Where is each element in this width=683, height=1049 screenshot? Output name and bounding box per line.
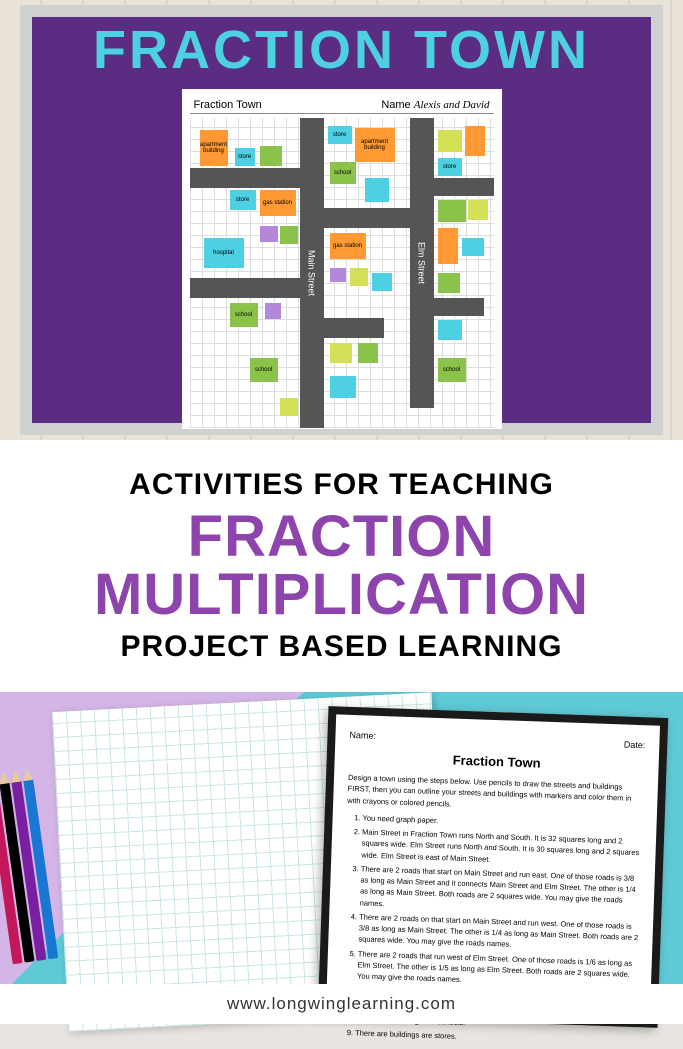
bldg-apt-3 <box>438 228 458 264</box>
worksheet-name: Name Alexis and David <box>381 99 489 111</box>
road-connector <box>324 208 410 228</box>
headline-line3: PROJECT BASED LEARNING <box>20 630 663 664</box>
bldg-house-1 <box>330 268 346 282</box>
worksheet-preview: Fraction Town Name Alexis and David Main… <box>182 89 502 429</box>
bldg-store-4: store <box>438 158 462 176</box>
bldg-3 <box>465 126 485 156</box>
bldg-6 <box>468 200 488 220</box>
footer-url: www.longwinglearning.com <box>227 994 456 1013</box>
elm-street: Elm Street <box>410 118 434 408</box>
bldg-1 <box>260 146 282 166</box>
instruction-sheet: Name: Date: Fraction Town Design a town … <box>318 706 669 1028</box>
bottom-photo-section: Name: Date: Fraction Town Design a town … <box>0 692 683 1022</box>
step-4: There are 2 roads on that start on Main … <box>358 911 639 955</box>
bldg-5 <box>438 200 466 222</box>
instruction-intro: Design a town using the steps below. Use… <box>347 772 644 816</box>
headline-line1: ACTIVITIES FOR TEACHING <box>20 468 663 502</box>
board-title: FRACTION TOWN <box>32 19 651 81</box>
worksheet-header: Fraction Town Name Alexis and David <box>190 97 494 114</box>
road-west-2 <box>190 278 300 298</box>
bldg-13 <box>265 303 281 319</box>
bldg-15 <box>358 343 378 363</box>
headline-section: ACTIVITIES FOR TEACHING FRACTION MULTIPL… <box>0 440 683 692</box>
bldg-18 <box>280 398 298 416</box>
bldg-14 <box>330 343 352 363</box>
bldg-school-2: school <box>230 303 258 327</box>
bldg-store-3: store <box>230 190 256 210</box>
bldg-17 <box>330 376 356 398</box>
step-2: Main Street in Fraction Town runs North … <box>361 826 642 870</box>
step-3: There are 2 roads that start on Main Str… <box>359 863 640 918</box>
road-elm-1 <box>434 178 494 196</box>
bldg-16 <box>438 320 462 340</box>
bulletin-board: FRACTION TOWN Fraction Town Name Alexis … <box>20 5 663 435</box>
footer: www.longwinglearning.com <box>0 984 683 1024</box>
top-photo-section: FRACTION TOWN Fraction Town Name Alexis … <box>0 0 683 440</box>
headline-line2: FRACTION MULTIPLICATION <box>20 508 663 624</box>
bldg-gas-2: gas station <box>330 233 366 259</box>
bldg-apt-1: apartment building <box>200 130 228 166</box>
bldg-gas-1: gas station <box>260 190 296 216</box>
bldg-12 <box>438 273 460 293</box>
main-street: Main Street <box>300 118 324 428</box>
bldg-7 <box>260 226 278 242</box>
bldg-hospital: hospital <box>204 238 244 268</box>
name-field-label: Name: <box>349 729 376 743</box>
worksheet-label: Fraction Town <box>194 99 262 111</box>
bldg-8 <box>280 226 298 244</box>
bldg-2 <box>438 130 462 152</box>
bldg-4 <box>365 178 389 202</box>
road-elm-2 <box>434 298 484 316</box>
bldg-apt-2: apartment building <box>355 128 395 162</box>
road-east-1 <box>324 318 384 338</box>
bldg-store-1: store <box>235 148 255 166</box>
bldg-store-2: store <box>328 126 352 144</box>
bldg-10 <box>350 268 368 286</box>
date-field-label: Date: <box>624 738 646 752</box>
bldg-9 <box>462 238 484 256</box>
road-west-1 <box>190 168 300 188</box>
town-map: Main Street Elm Street apartment buildin… <box>190 118 494 428</box>
bldg-school-1: school <box>330 162 356 184</box>
bldg-11 <box>372 273 392 291</box>
bldg-school-3: school <box>250 358 278 382</box>
colored-pencils <box>0 780 58 965</box>
bldg-school-4: school <box>438 358 466 382</box>
